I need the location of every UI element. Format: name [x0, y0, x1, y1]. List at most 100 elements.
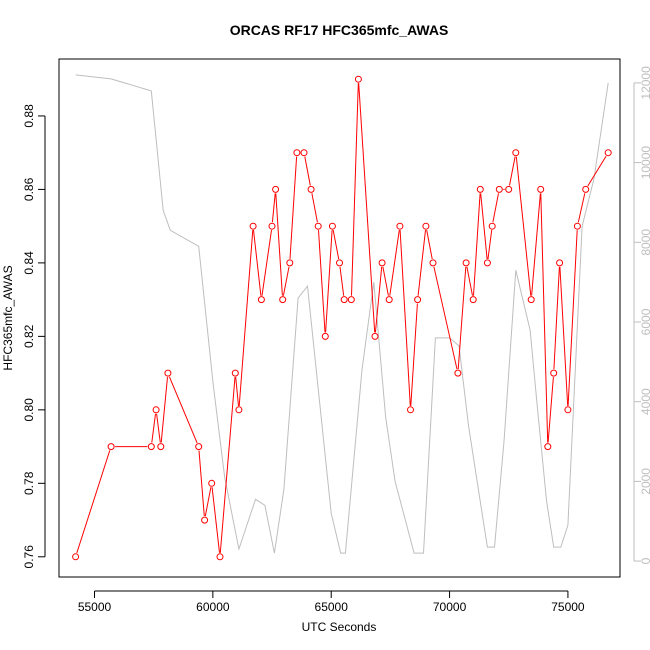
- primary-series-segment: [332, 230, 340, 260]
- data-point: [164, 369, 172, 377]
- data-point: [72, 553, 80, 561]
- data-point: [147, 443, 155, 451]
- primary-series-segment: [487, 230, 493, 259]
- primary-series-segment: [275, 193, 283, 296]
- primary-series-segment: [547, 377, 554, 443]
- data-point: [307, 185, 315, 193]
- primary-series-segment: [480, 193, 488, 259]
- data-point: [462, 259, 470, 267]
- primary-series-segment: [198, 450, 205, 517]
- x-tick-label: 75000: [551, 600, 585, 614]
- primary-series-segment: [587, 155, 607, 187]
- data-point: [483, 259, 491, 267]
- y-axis-label: HFC365mfc_AWAS: [1, 265, 15, 370]
- primary-series-segment: [168, 376, 198, 444]
- y-axis-right: 0 2000 4000 6000 8000 10000 12000: [633, 66, 650, 564]
- data-point: [422, 222, 430, 230]
- primary-series-segment: [253, 230, 262, 296]
- data-point: [537, 185, 545, 193]
- data-point: [340, 296, 348, 304]
- series-secondary: [75, 74, 609, 554]
- plot-frame: [58, 58, 621, 578]
- primary-series-segment: [156, 413, 161, 443]
- data-point: [371, 332, 379, 340]
- data-point: [407, 406, 414, 414]
- data-point: [152, 406, 160, 414]
- primary-series-segment: [238, 230, 254, 406]
- data-point: [564, 406, 572, 414]
- primary-series-segment: [311, 193, 318, 223]
- primary-series-segment: [426, 230, 433, 260]
- data-point: [556, 259, 564, 267]
- primary-series-segment: [492, 193, 499, 223]
- data-point: [208, 479, 216, 487]
- primary-series-segment: [466, 266, 473, 296]
- data-point: [604, 149, 612, 157]
- data-point: [454, 369, 462, 377]
- primary-series-segment: [282, 266, 290, 296]
- data-point: [544, 443, 552, 451]
- primary-series-segment: [325, 230, 333, 333]
- x-axis: 55000 60000 65000 70000 75000: [78, 590, 585, 614]
- data-point: [201, 516, 209, 524]
- primary-series-segment: [389, 230, 400, 296]
- data-point: [107, 443, 115, 451]
- data-point: [195, 443, 203, 451]
- x-tick-label: 65000: [315, 600, 349, 614]
- data-point: [314, 222, 322, 230]
- data-point: [476, 185, 484, 193]
- data-point: [328, 222, 336, 230]
- y2-tick-label: 6000: [639, 308, 650, 335]
- x-tick-label: 60000: [196, 600, 230, 614]
- data-point: [385, 296, 393, 304]
- primary-series-segment: [304, 156, 311, 186]
- data-point: [512, 149, 520, 157]
- primary-series-segment: [553, 266, 560, 370]
- series-primary: [72, 75, 612, 561]
- y-tick-label: 0.84: [22, 251, 36, 275]
- y-axis-left: 0.76 0.78 0.80 0.82 0.84 0.86 0.88: [22, 104, 46, 568]
- data-point: [300, 149, 308, 157]
- x-axis-label: UTC Seconds: [302, 620, 377, 634]
- primary-series-segment: [204, 487, 212, 517]
- primary-series-segment: [531, 193, 541, 296]
- primary-series-segment: [577, 193, 586, 223]
- data-point: [495, 185, 503, 193]
- primary-series-segment: [235, 377, 239, 406]
- y-tick-label: 0.88: [22, 104, 36, 128]
- data-point: [235, 406, 243, 414]
- data-point: [396, 222, 404, 230]
- primary-series-segment: [567, 230, 578, 406]
- primary-series-segment: [271, 193, 276, 223]
- primary-series-segment: [160, 377, 168, 443]
- data-point: [378, 259, 386, 267]
- data-point: [268, 222, 276, 230]
- primary-series-segment: [515, 156, 532, 296]
- primary-series-segment: [509, 156, 516, 186]
- primary-series-segment: [457, 266, 467, 370]
- data-point: [272, 185, 280, 193]
- y-tick-label: 0.78: [22, 471, 36, 495]
- data-point: [505, 185, 513, 193]
- primary-series-segment: [289, 156, 298, 259]
- data-point: [550, 369, 558, 377]
- primary-series-segment: [318, 230, 326, 333]
- primary-series-segment: [382, 266, 389, 296]
- data-point: [216, 553, 224, 561]
- chart-title: ORCAS RF17 HFC365mfc_AWAS: [230, 22, 449, 38]
- primary-series-segment: [473, 193, 481, 296]
- primary-series-segment: [351, 83, 359, 296]
- primary-series-segment: [339, 266, 345, 296]
- data-point: [573, 222, 581, 230]
- primary-series-segment: [417, 230, 426, 296]
- data-point: [354, 75, 362, 83]
- data-point: [429, 259, 437, 267]
- x-tick-label: 70000: [433, 600, 467, 614]
- y-tick-label: 0.82: [22, 324, 36, 348]
- y2-tick-label: 4000: [639, 388, 650, 415]
- data-point: [347, 296, 355, 304]
- secondary-series-line: [75, 74, 609, 554]
- data-point: [157, 443, 165, 451]
- data-point: [293, 149, 301, 157]
